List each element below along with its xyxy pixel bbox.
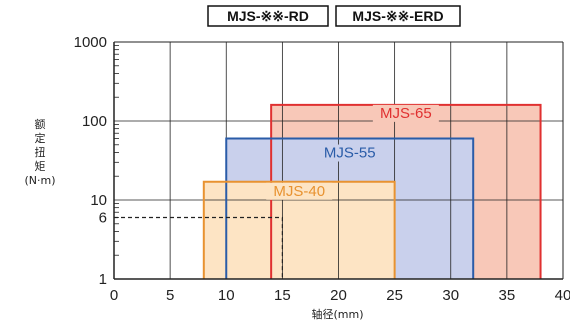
x-tick-label: 15 xyxy=(274,287,291,304)
series-label-bg xyxy=(316,144,383,162)
series-label-bg xyxy=(372,104,439,122)
x-tick-label: 35 xyxy=(499,287,516,304)
header-label-box xyxy=(335,5,461,27)
x-axis-title: 轴径(mm) xyxy=(311,307,363,321)
series-outline-mjs-55 xyxy=(225,137,475,279)
y-tick-label: 1 xyxy=(99,271,107,288)
header-labels: MJS-※※-RD MJS-※※-ERD xyxy=(207,5,461,27)
y-axis-title-part: 扭 xyxy=(35,145,46,159)
series-fills xyxy=(203,104,541,280)
header-label: MJS-※※-ERD xyxy=(352,8,443,24)
y-tick-label: 100 xyxy=(82,113,107,130)
x-tick-label: 20 xyxy=(330,287,347,304)
x-tick-label: 25 xyxy=(386,287,403,304)
reference-dashed-line xyxy=(114,216,283,279)
y-axis-title-part: 矩 xyxy=(35,160,46,173)
series-label-mjs-40: MJS-40 xyxy=(273,183,325,200)
y-tick-label: 1000 xyxy=(74,34,107,51)
y-axis-title-part: 额 xyxy=(35,118,46,131)
x-tick-label: 5 xyxy=(166,287,174,304)
series-labels: MJS-65 MJS-55 MJS-40 xyxy=(266,104,439,200)
x-tick-label: 0 xyxy=(110,287,118,304)
axes xyxy=(113,41,564,280)
header-label-box xyxy=(207,5,329,27)
series-label-mjs-55: MJS-55 xyxy=(324,145,376,162)
series-outline-mjs-40 xyxy=(202,180,396,279)
series-label-mjs-65: MJS-65 xyxy=(380,105,432,122)
y-tick-label: 6 xyxy=(99,210,107,227)
y-tick-label: 10 xyxy=(90,192,107,209)
y-axis-title-part: 定 xyxy=(35,131,46,145)
header-label: MJS-※※-RD xyxy=(227,8,309,24)
reference-guide xyxy=(114,216,283,279)
y-axis-title-part: (N·m) xyxy=(24,174,55,187)
x-tick-label: 40 xyxy=(555,287,570,304)
x-tick-label: 30 xyxy=(442,287,459,304)
x-tick-label: 10 xyxy=(218,287,235,304)
series-label-bg xyxy=(266,182,333,200)
